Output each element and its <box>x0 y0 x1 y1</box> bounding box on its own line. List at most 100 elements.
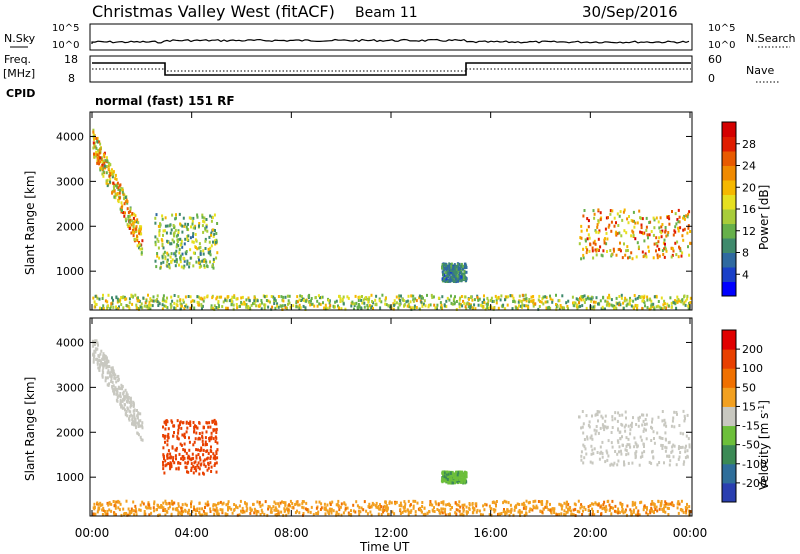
heatmap-cell <box>150 298 153 302</box>
heatmap-cell <box>651 449 654 453</box>
heatmap-cell <box>449 507 452 511</box>
heatmap-cell <box>197 461 200 465</box>
heatmap-cell <box>604 307 606 311</box>
heatmap-cell <box>190 458 193 462</box>
heatmap-cell <box>646 306 649 310</box>
heatmap-cell <box>597 219 600 223</box>
heatmap-cell <box>565 510 568 514</box>
heatmap-cell <box>622 301 625 305</box>
heatmap-cell <box>118 196 121 200</box>
heatmap-cell <box>99 306 101 310</box>
heatmap-cell <box>579 236 582 240</box>
heatmap-cell <box>674 230 677 234</box>
heatmap-cell <box>186 262 189 266</box>
heatmap-cell <box>120 296 123 299</box>
heatmap-cell <box>469 305 472 309</box>
heatmap-cell <box>211 216 214 220</box>
heatmap-cell <box>495 500 498 503</box>
heatmap-cell <box>540 502 543 506</box>
heatmap-cell <box>681 298 684 302</box>
heatmap-cell <box>596 223 599 227</box>
heatmap-cell <box>651 420 653 424</box>
heatmap-cell <box>328 301 331 305</box>
heatmap-cell <box>448 268 451 272</box>
heatmap-cell <box>565 505 568 509</box>
heatmap-cell <box>529 507 532 511</box>
heatmap-cell <box>614 417 617 421</box>
heatmap-cell <box>270 307 273 311</box>
heatmap-cell <box>201 439 204 443</box>
heatmap-cell <box>444 479 447 483</box>
heatmap-cell <box>281 304 284 308</box>
heatmap-cell <box>240 509 242 513</box>
heatmap-cell <box>625 449 628 453</box>
heatmap-cell <box>677 220 680 224</box>
heatmap-cell <box>613 249 615 253</box>
search-tick-top: 10^5 <box>708 23 735 34</box>
heatmap-cell <box>448 266 451 270</box>
heatmap-cell <box>107 383 110 387</box>
heatmap-cell <box>132 509 135 513</box>
heatmap-cell <box>98 297 101 301</box>
heatmap-cell <box>588 236 591 240</box>
heatmap-cell <box>463 479 466 483</box>
heatmap-cell <box>342 302 345 306</box>
heatmap-cell <box>414 297 417 301</box>
heatmap-cell <box>433 303 436 307</box>
heatmap-cell <box>454 295 456 299</box>
heatmap-cell <box>655 249 657 253</box>
heatmap-cell <box>352 503 355 507</box>
heatmap-cell <box>134 214 137 218</box>
heatmap-cell <box>485 503 488 507</box>
heatmap-cell <box>245 305 248 309</box>
heatmap-cell <box>137 296 139 300</box>
heatmap-cell <box>173 294 176 297</box>
heatmap-cell <box>462 267 464 271</box>
heatmap-cell <box>196 507 199 511</box>
heatmap-cell <box>164 499 167 503</box>
heatmap-cell <box>452 473 455 477</box>
heatmap-cell <box>454 479 456 483</box>
heatmap-cell <box>672 455 675 459</box>
heatmap-cell <box>641 250 644 254</box>
heatmap-cell <box>596 510 599 513</box>
heatmap-cell <box>532 302 535 306</box>
heatmap-cell <box>104 166 106 170</box>
heatmap-cell <box>669 502 672 506</box>
heatmap-cell <box>664 445 667 449</box>
heatmap-cell <box>171 420 174 424</box>
heatmap-cell <box>160 261 163 265</box>
heatmap-cell <box>617 511 619 515</box>
heatmap-cell <box>111 190 114 194</box>
heatmap-cell <box>92 512 95 516</box>
heatmap-cell <box>620 293 623 297</box>
heatmap-cell <box>215 470 218 474</box>
heatmap-cell <box>228 299 231 303</box>
heatmap-cell <box>328 512 330 516</box>
heatmap-cell <box>422 302 425 306</box>
heatmap-cell <box>684 299 687 303</box>
heatmap-cell <box>178 247 181 251</box>
heatmap-cell <box>104 376 107 380</box>
heatmap-cell <box>201 431 204 435</box>
heatmap-cell <box>607 499 610 503</box>
heatmap-cell <box>593 513 596 517</box>
heatmap-cell <box>629 428 632 432</box>
heatmap-cell <box>457 503 460 507</box>
heatmap-cell <box>493 501 496 505</box>
heatmap-cell <box>494 294 497 298</box>
heatmap-cell <box>255 304 258 308</box>
heatmap-cell <box>454 274 457 278</box>
heatmap-cell <box>167 253 170 257</box>
heatmap-cell <box>154 240 157 244</box>
heatmap-cell <box>569 506 572 509</box>
heatmap-cell <box>420 508 423 512</box>
heatmap-cell <box>546 306 549 310</box>
heatmap-cell <box>455 300 458 303</box>
heatmap-cell <box>99 352 102 356</box>
heatmap-cell <box>626 302 629 306</box>
heatmap-cell <box>534 499 537 503</box>
heatmap-cell <box>629 508 632 512</box>
heatmap-cell <box>284 503 287 507</box>
heatmap-cell <box>414 513 417 517</box>
